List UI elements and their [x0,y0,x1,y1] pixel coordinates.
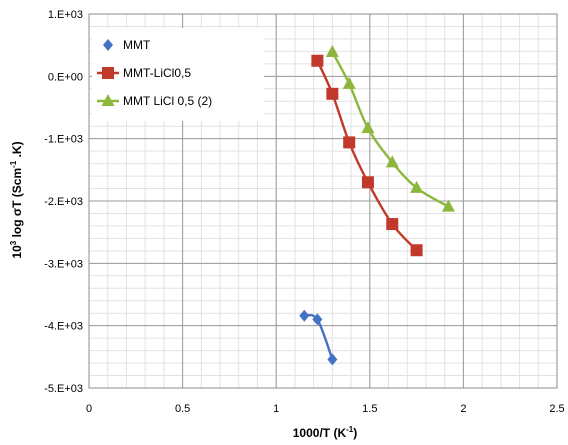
legend-label: MMT [123,38,151,52]
legend-items: MMT MMT-LiCl0,5 MMT LiCl 0,5 (2) [97,38,212,108]
legend-label: MMT LiCl 0,5 (2) [123,94,212,108]
legend-box [92,28,264,121]
y-tick-label: -2.E+03 [44,196,83,208]
data-point [299,309,310,322]
data-point [385,155,399,168]
legend-item: MMT [103,38,151,52]
data-point [386,218,399,231]
series-2 [311,54,423,257]
data-point [410,180,424,193]
data-point [312,313,323,326]
legend-label: MMT-LiCl0,5 [123,66,191,80]
series-layer [299,45,455,366]
y-tick-label: -4.E+03 [44,321,83,333]
series-3 [325,45,455,212]
data-point [361,176,374,189]
series-1 [299,309,338,366]
y-tick-label: -3.E+03 [44,258,83,270]
data-point [441,199,455,212]
x-tick-label: 0 [86,403,92,415]
legend-marker [101,94,115,106]
y-tick-label: 1.E+03 [48,9,83,21]
data-point [410,244,423,257]
x-tick-label: 2 [460,403,466,415]
x-tick-label: 1.5 [362,403,377,415]
data-point [361,121,375,134]
series-line [331,51,450,208]
data-point [327,353,338,366]
y-tick-label: -5.E+03 [44,383,83,395]
y-tick-labels: 1.E+03 0.E+00 -1.E+03 -2.E+03 -3.E+03 -4.E+03… [44,9,83,395]
data-point [326,87,339,100]
x-axis-title: 1000/T (K-1) [293,425,357,440]
legend: MMT MMT-LiCl0,5 MMT LiCl 0,5 (2) [92,28,264,121]
y-tick-label: 0.E+00 [48,71,83,83]
x-tick-label: 0.5 [175,403,190,415]
y-tick-label: -1.E+03 [44,134,83,146]
y-axis-title: 103 log σT (Scm-1 .K) [9,141,24,258]
legend-item: MMT-LiCl0,5 [97,66,191,80]
x-tick-label: 1 [273,403,279,415]
legend-marker [102,67,114,79]
legend-item: MMT LiCl 0,5 (2) [97,94,212,108]
plot-area-frame [88,13,558,389]
data-point [343,136,356,149]
legend-marker [103,39,113,51]
data-point [342,76,356,89]
x-tick-label: 2.5 [549,403,564,415]
data-point [325,45,339,58]
x-tick-labels: 0 0.5 1 1.5 2 2.5 [86,403,565,415]
data-point [311,54,324,67]
